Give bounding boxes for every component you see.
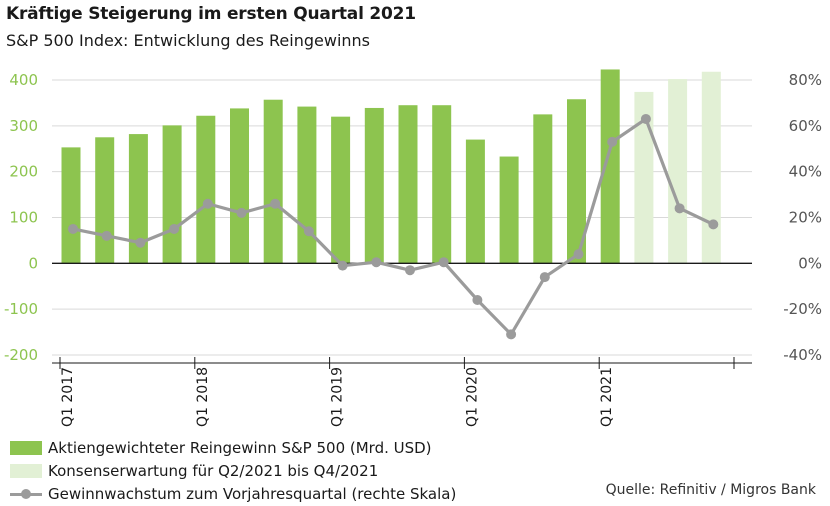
growth-point: [405, 265, 415, 276]
growth-point: [135, 237, 146, 248]
chart-title: Kräftige Steigerung im ersten Quartal 20…: [6, 4, 416, 24]
bar-actual: [465, 139, 485, 264]
left-tick-label: 100: [9, 209, 38, 227]
growth-point: [169, 223, 180, 234]
growth-point: [202, 198, 213, 209]
legend-item-forecast: Konsenserwartung für Q2/2021 bis Q4/2021: [10, 459, 456, 482]
x-tick-label: Q1 2017: [60, 367, 76, 427]
left-tick-label: 300: [9, 117, 38, 135]
bar-actual: [263, 99, 283, 264]
legend-label-actual: Aktiengewichteter Reingewinn S&P 500 (Mr…: [48, 438, 432, 457]
bar-actual: [331, 116, 351, 264]
bar-actual: [61, 147, 81, 264]
axes: [52, 262, 752, 369]
right-tick-label: 20%: [789, 209, 822, 227]
bar-actual: [364, 107, 384, 264]
right-tick-label: 0%: [798, 254, 822, 272]
growth-point: [674, 203, 685, 214]
right-tick-label: -20%: [783, 300, 822, 318]
bar-actual: [567, 99, 586, 264]
bar-actual: [230, 108, 249, 264]
legend-item-growth: Gewinnwachstum zum Vorjahresquartal (rec…: [10, 482, 456, 505]
right-tick-label: -40%: [783, 346, 822, 364]
growth-point: [573, 249, 584, 260]
legend-swatch-forecast: [10, 463, 42, 478]
bar-actual: [398, 105, 418, 264]
bar-actual: [297, 106, 317, 264]
bar-actual: [196, 115, 216, 264]
source-note: Quelle: Refinitiv / Migros Bank: [605, 482, 816, 498]
bar-actual: [128, 134, 148, 264]
growth-point: [438, 257, 449, 268]
legend-label-growth: Gewinnwachstum zum Vorjahresquartal (rec…: [48, 484, 457, 503]
legend: Aktiengewichteter Reingewinn S&P 500 (Mr…: [10, 436, 456, 505]
growth-point: [337, 260, 348, 271]
tick-labels: -200 -100 0 100 200 300 400 -40% -20% 0% 20% 40% 60%…: [4, 71, 822, 427]
growth-point: [539, 272, 550, 283]
growth-point: [640, 113, 651, 124]
x-tick-label: Q1 2021: [599, 367, 615, 427]
bar-actual: [533, 114, 553, 264]
bar-forecast: [701, 71, 721, 264]
x-tick-label: Q1 2018: [195, 367, 211, 427]
growth-point: [506, 329, 517, 340]
bar-forecast: [634, 91, 654, 264]
growth-point: [708, 219, 719, 230]
right-tick-label: 40%: [789, 163, 822, 181]
growth-point: [101, 230, 112, 241]
legend-item-actual: Aktiengewichteter Reingewinn S&P 500 (Mr…: [10, 436, 456, 459]
legend-swatch-growth: [10, 487, 42, 501]
right-tick-label: 80%: [789, 71, 822, 89]
left-tick-label: -100: [4, 300, 38, 318]
right-tick-label: 60%: [789, 117, 822, 135]
bar-actual: [600, 69, 620, 264]
chart-subtitle: S&P 500 Index: Entwicklung des Reingewin…: [6, 31, 370, 50]
growth-point: [371, 257, 382, 268]
growth-point: [472, 295, 483, 305]
legend-label-forecast: Konsenserwartung für Q2/2021 bis Q4/2021: [48, 461, 379, 480]
bar-actual: [499, 156, 519, 264]
bar-actual: [95, 137, 115, 264]
left-tick-label: 0: [28, 254, 38, 272]
growth-line-path: [72, 117, 714, 336]
growth-point: [236, 207, 247, 218]
growth-point: [303, 226, 314, 237]
growth-point: [68, 223, 78, 234]
growth-point: [270, 198, 281, 209]
left-tick-label: 400: [9, 71, 38, 89]
bar-actual: [432, 105, 452, 264]
legend-swatch-actual: [10, 440, 42, 455]
growth-point: [607, 136, 618, 147]
left-tick-label: 200: [9, 163, 38, 181]
left-tick-label: -200: [4, 346, 38, 364]
growth-line: [68, 113, 719, 340]
bar-actual: [162, 125, 182, 264]
x-tick-label: Q1 2020: [464, 367, 480, 427]
x-tick-label: Q1 2019: [330, 367, 346, 427]
bar-forecast: [668, 79, 688, 264]
